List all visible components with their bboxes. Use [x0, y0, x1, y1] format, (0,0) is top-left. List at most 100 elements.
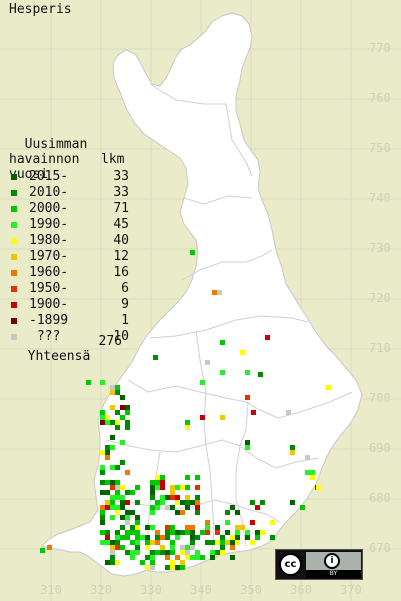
observation-square: [210, 555, 215, 560]
legend-label: 1980-: [29, 233, 69, 248]
observation-square: [230, 535, 235, 540]
observation-square: [150, 555, 155, 560]
observation-square: [180, 565, 185, 570]
observation-square: [115, 410, 120, 415]
observation-square: [305, 470, 310, 475]
observation-square: [316, 485, 321, 490]
observation-square: [220, 540, 225, 545]
observation-square: [105, 530, 110, 535]
y-axis-label: 750: [369, 141, 391, 155]
observation-square: [195, 555, 200, 560]
observation-square: [290, 445, 295, 450]
observation-square: [145, 565, 150, 570]
observation-square: [150, 495, 155, 500]
observation-square: [190, 530, 195, 535]
observation-square: [100, 520, 105, 525]
observation-square: [125, 470, 130, 475]
observation-square: [185, 550, 190, 555]
observation-square: [105, 450, 110, 455]
observation-square: [120, 525, 125, 530]
legend-label: -1899: [29, 313, 69, 328]
observation-square: [200, 380, 205, 385]
legend-count: 10: [113, 329, 129, 344]
observation-square: [86, 380, 91, 385]
legend-count: 16: [113, 265, 129, 280]
observation-square: [195, 495, 200, 500]
observation-square: [195, 485, 200, 490]
legend-label: 1900-: [29, 297, 69, 312]
by-block: i BY: [306, 552, 361, 578]
observation-square: [150, 510, 155, 515]
observation-square: [200, 415, 205, 420]
observation-square: [185, 505, 190, 510]
observation-square: [115, 540, 120, 545]
observation-square: [170, 505, 175, 510]
observation-square: [125, 420, 130, 425]
observation-square: [225, 530, 230, 535]
observation-square: [100, 420, 105, 425]
y-axis-label: 680: [369, 491, 391, 505]
observation-square: [150, 505, 155, 510]
observation-square: [100, 470, 105, 475]
observation-square: [200, 530, 205, 535]
observation-square: [100, 415, 105, 420]
observation-square: [135, 540, 140, 545]
observation-square: [245, 395, 250, 400]
observation-square: [170, 565, 175, 570]
species-title: Hesperis: [9, 2, 72, 17]
observation-square: [150, 490, 155, 495]
legend-swatch: [11, 190, 17, 196]
observation-square: [155, 550, 160, 555]
observation-square: [170, 545, 175, 550]
observation-square: [195, 475, 200, 480]
observation-square: [110, 405, 115, 410]
observation-square: [190, 555, 195, 560]
observation-square: [185, 420, 190, 425]
observation-square: [120, 505, 125, 510]
observation-square: [125, 530, 130, 535]
observation-square: [105, 505, 110, 510]
legend-swatch: [11, 302, 17, 308]
observation-square: [286, 410, 291, 415]
observation-square: [185, 500, 190, 505]
legend-label: ???: [29, 329, 61, 344]
observation-square: [110, 495, 115, 500]
y-axis-label: 740: [369, 191, 391, 205]
legend-heading-text: Uusimman havainnon vuosi: [9, 137, 88, 182]
observation-square: [145, 545, 150, 550]
observation-square: [245, 445, 250, 450]
observation-square: [100, 530, 105, 535]
observation-square: [215, 525, 220, 530]
y-axis-label: 710: [369, 341, 391, 355]
observation-square: [180, 545, 185, 550]
observation-square: [220, 550, 225, 555]
cc-by-license-badge[interactable]: cc i BY: [275, 549, 363, 580]
observation-square: [150, 540, 155, 545]
observation-square: [135, 550, 140, 555]
observation-square: [170, 490, 175, 495]
observation-square: [100, 490, 105, 495]
observation-square: [185, 425, 190, 430]
observation-square: [135, 500, 140, 505]
observation-square: [160, 550, 165, 555]
observation-square: [135, 525, 140, 530]
observation-square: [135, 535, 140, 540]
legend-label: 2000-: [29, 201, 69, 216]
observation-square: [235, 540, 240, 545]
legend-heading: Uusimman havainnon vuosi lkm: [9, 122, 124, 197]
observation-square: [180, 510, 185, 515]
observation-square: [120, 495, 125, 500]
observation-square: [130, 510, 135, 515]
observation-square: [185, 485, 190, 490]
y-axis-label: 760: [369, 91, 391, 105]
observation-square: [120, 485, 125, 490]
observation-square: [110, 550, 115, 555]
observation-square: [145, 535, 150, 540]
observation-square: [115, 465, 120, 470]
observation-square: [40, 548, 45, 553]
observation-square: [255, 535, 260, 540]
observation-square: [115, 530, 120, 535]
observation-square: [185, 495, 190, 500]
observation-square: [260, 530, 265, 535]
